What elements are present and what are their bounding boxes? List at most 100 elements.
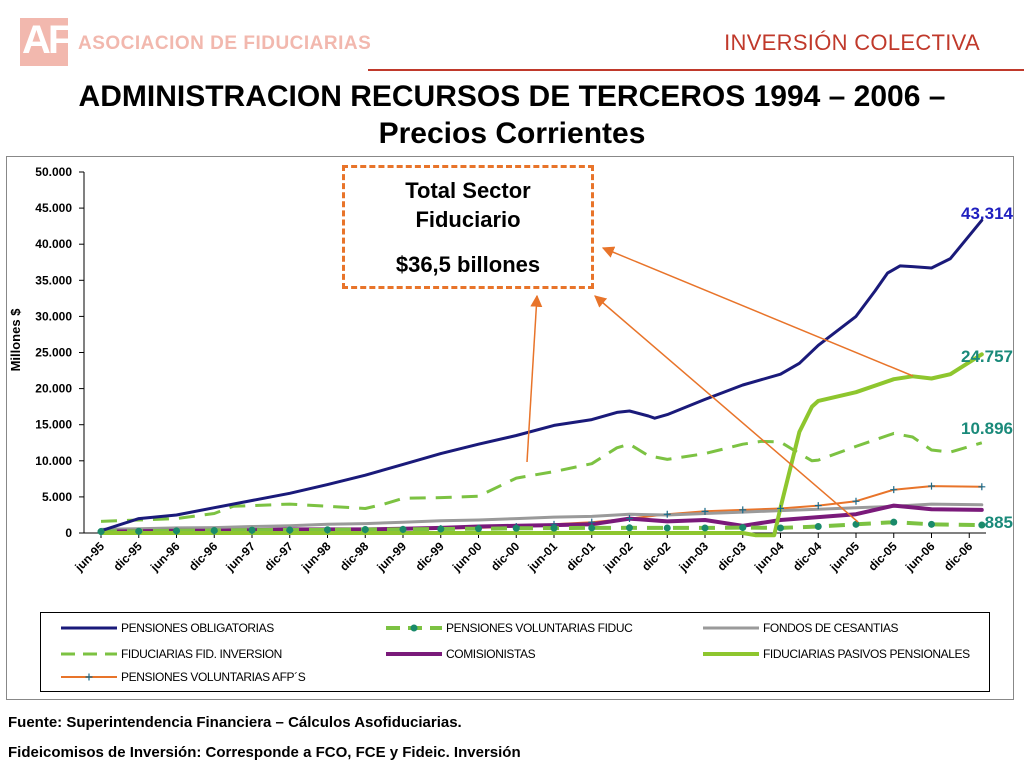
y-tick-label: 35.000 <box>35 273 72 287</box>
x-tick-label: jun-00 <box>449 539 485 575</box>
series-point <box>173 527 180 535</box>
callout-arrow <box>594 295 859 523</box>
legend-swatch <box>703 626 759 630</box>
end-value-label: 24.757 <box>961 347 1013 366</box>
series-point <box>978 521 986 529</box>
series-point <box>248 526 256 534</box>
y-tick-label: 30.000 <box>35 309 72 323</box>
series-point <box>777 504 784 512</box>
series-point <box>663 510 671 518</box>
legend-swatch <box>703 652 759 656</box>
legend-marker <box>85 673 93 681</box>
series-point <box>890 518 898 526</box>
x-tick-label: dic-97 <box>261 539 296 574</box>
callout-line-2: Fiduciario <box>415 207 521 232</box>
end-value-label: 885 <box>985 513 1013 532</box>
series-line-1 <box>100 520 982 534</box>
title-line-2: Precios Corrientes <box>378 117 646 150</box>
series-line-0 <box>99 218 984 533</box>
x-tick-label: dic-03 <box>714 539 749 574</box>
series-point <box>928 482 935 490</box>
series-point <box>437 525 445 533</box>
series-point <box>852 520 860 528</box>
series-point <box>928 520 935 528</box>
x-tick-label: dic-98 <box>337 539 372 574</box>
x-tick-label: dic-04 <box>790 539 825 574</box>
y-tick-label: 25.000 <box>35 346 72 360</box>
callout-arrow <box>526 294 543 463</box>
total-callout: Total Sector Fiduciario $36,5 billones <box>342 165 594 289</box>
callout-line-1: Total Sector <box>405 178 531 203</box>
section-title: INVERSIÓN COLECTIVA <box>724 30 980 55</box>
series-point <box>210 526 218 534</box>
series-point <box>512 524 520 532</box>
x-tick-label: jun-04 <box>751 539 787 575</box>
legend-label: FONDOS DE CESANTIAS <box>763 621 899 635</box>
x-tick-label: jun-98 <box>298 539 334 575</box>
series-point <box>739 524 747 532</box>
series-point <box>626 524 633 532</box>
y-axis-label: Millones $ <box>8 308 23 372</box>
series-point <box>701 507 709 515</box>
legend-swatch <box>386 652 442 656</box>
series-point <box>777 524 784 532</box>
x-tick-label: dic-01 <box>563 539 598 574</box>
line-chart: 0 5.000 10.000 15.000 20.000 25.000 30.000 35.0… <box>8 165 1014 575</box>
x-tick-label: dic-95 <box>110 539 145 574</box>
chart-panel <box>6 156 1014 700</box>
legend-marker <box>410 624 418 632</box>
y-tick-label: 40.000 <box>35 237 72 251</box>
legend-label: COMISIONISTAS <box>446 647 536 661</box>
legend-label: FIDUCIARIAS PASIVOS PENSIONALES <box>763 647 970 661</box>
series-point <box>324 526 331 534</box>
x-tick-label: jun-95 <box>72 539 108 575</box>
series-point <box>550 524 558 532</box>
chart-legend: PENSIONES OBLIGATORIAS PENSIONES VOLUNTAR… <box>40 612 990 692</box>
logo-mark <box>20 18 68 66</box>
series-point <box>286 526 294 534</box>
legend-label: PENSIONES VOLUNTARIAS AFP´S <box>121 670 306 684</box>
footer-source: Fuente: Superintendencia Financiera – Cá… <box>8 714 462 731</box>
logo-text: ASOCIACION DE FIDUCIARIAS <box>78 33 372 54</box>
title-line-1: ADMINISTRACION RECURSOS DE TERCEROS 1994… <box>78 80 946 113</box>
series-point <box>739 506 747 514</box>
legend-swatch <box>386 624 442 632</box>
end-value-label: 10.896 <box>961 419 1013 438</box>
callout-amount: $36,5 billones <box>395 252 541 277</box>
x-tick-label: dic-05 <box>865 539 900 574</box>
series-point <box>978 483 986 491</box>
series-point <box>588 524 596 532</box>
series-point <box>890 486 898 494</box>
legend-label: FIDUCIARIAS FID. INVERSION <box>121 647 282 661</box>
y-tick-label: 50.000 <box>35 165 72 179</box>
y-tick-label: 15.000 <box>35 418 72 432</box>
end-value-label: 43.314 <box>961 204 1014 223</box>
x-tick-label: dic-02 <box>639 539 674 574</box>
legend-swatch <box>61 673 117 681</box>
legend-swatch <box>61 652 117 656</box>
y-tick-label: 20.000 <box>35 382 72 396</box>
series-line-2 <box>99 502 984 531</box>
series-line-3 <box>100 431 983 523</box>
y-tick-label: 0 <box>65 526 72 540</box>
header-rule <box>368 69 1024 71</box>
series-point <box>701 524 709 532</box>
legend-label: PENSIONES VOLUNTARIAS FIDUC <box>446 621 633 635</box>
y-tick-label: 10.000 <box>35 454 72 468</box>
series-point <box>361 526 369 534</box>
footer-note: Fideicomisos de Inversión: Corresponde a… <box>8 744 521 761</box>
y-tick-label: 5.000 <box>42 490 72 504</box>
logo: AF ASOCIACION DE FIDUCIARIAS <box>0 0 372 74</box>
series-point <box>135 527 143 535</box>
series-point <box>814 502 822 510</box>
x-tick-label: jun-05 <box>827 539 863 575</box>
page-title: ADMINISTRACION RECURSOS DE TERCEROS 1994… <box>0 78 1024 152</box>
legend-label: PENSIONES OBLIGATORIAS <box>121 621 274 635</box>
x-tick-label: dic-96 <box>186 539 221 574</box>
x-tick-label: jun-96 <box>147 539 183 575</box>
x-tick-label: jun-99 <box>374 539 410 575</box>
legend-swatch <box>61 626 117 630</box>
series-point <box>814 523 822 531</box>
series-point <box>626 515 633 523</box>
x-tick-label: jun-97 <box>223 539 259 575</box>
